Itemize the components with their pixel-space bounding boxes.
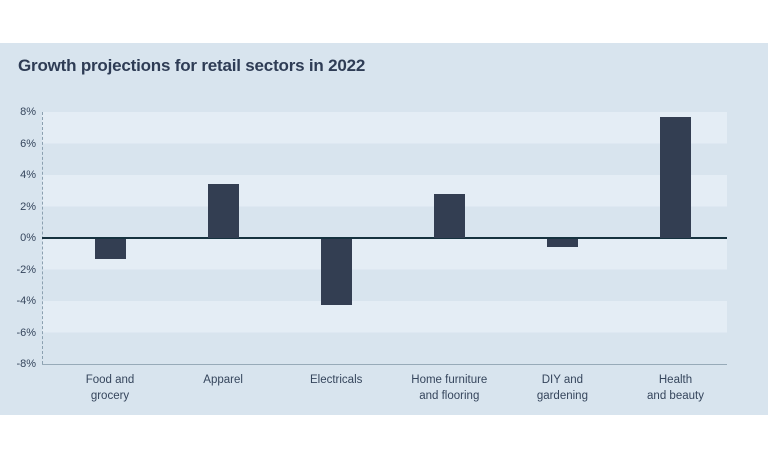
y-tick-label: -8% [16,358,36,370]
y-tick-label: 4% [20,169,36,181]
x-category-label: Apparel [203,374,243,386]
bar-6 [660,116,691,238]
y-tick-label: -6% [16,326,36,339]
y-tick-label: -2% [16,263,36,276]
y-tick-label: 2% [20,200,36,213]
x-category-label: Health and beauty [647,374,704,403]
zero-gridline [42,237,727,239]
y-tick-label: 6% [20,137,36,150]
x-category-label: Home furniture and flooring [411,374,488,403]
bar-2 [207,184,239,238]
y-tick-label: -4% [16,295,36,307]
x-category-label: DIY and gardening [536,374,588,403]
x-category-label: Food and grocery [85,374,135,403]
y-tick-label: 8% [20,106,36,118]
bar-3 [320,239,352,306]
x-axis-baseline [42,364,727,365]
chart-title: Growth projections for retail sectors in… [18,56,366,75]
bar-4 [433,193,465,238]
chart-panel: Growth projections for retail sectors in… [0,43,768,415]
x-category-label: Electricals [309,374,363,386]
y-tick-label: 0% [20,232,36,244]
bar-5 [546,239,578,247]
bar-1 [94,239,126,260]
